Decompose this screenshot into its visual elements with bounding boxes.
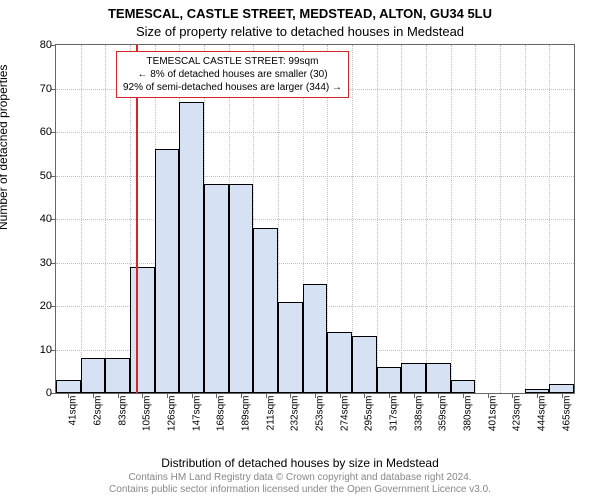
xtick-label: 465sqm [561, 396, 572, 432]
ytick-label: 70 [24, 83, 52, 95]
histogram-bar [229, 184, 254, 393]
xtick-label: 274sqm [339, 396, 350, 432]
footer-line2: Contains public sector information licen… [0, 484, 600, 496]
histogram-bar [278, 302, 303, 393]
ytick-label: 80 [24, 39, 52, 51]
xtick-label: 338sqm [413, 396, 424, 432]
histogram-bar [352, 336, 377, 393]
annotation-line3: 92% of semi-detached houses are larger (… [123, 81, 342, 94]
xtick-label: 62sqm [93, 396, 104, 426]
histogram-bar [253, 228, 278, 393]
histogram-bar [303, 284, 328, 393]
gridline-v [500, 45, 501, 393]
gridline-v [105, 45, 106, 393]
y-axis-label: Number of detached properties [0, 65, 10, 230]
footer-attribution: Contains HM Land Registry data © Crown c… [0, 472, 600, 496]
histogram-bar [56, 380, 81, 393]
xtick-label: 147sqm [191, 396, 202, 432]
histogram-bar [327, 332, 352, 393]
xtick-label: 295sqm [364, 396, 375, 432]
xtick-label: 253sqm [315, 396, 326, 432]
xtick-label: 380sqm [463, 396, 474, 432]
xtick-label: 105sqm [142, 396, 153, 432]
gridline-v [377, 45, 378, 393]
footer-line1: Contains HM Land Registry data © Crown c… [0, 472, 600, 484]
histogram-bar [204, 184, 229, 393]
gridline-v [549, 45, 550, 393]
xtick-label: 189sqm [241, 396, 252, 432]
xtick-label: 211sqm [265, 396, 276, 431]
xtick-label: 232sqm [290, 396, 301, 432]
annotation-line2: ← 8% of detached houses are smaller (30) [123, 68, 342, 81]
gridline-v [451, 45, 452, 393]
gridline-h [56, 219, 574, 220]
histogram-bar [81, 358, 106, 393]
xtick-label: 359sqm [438, 396, 449, 432]
histogram-bar [549, 384, 574, 393]
gridline-v [81, 45, 82, 393]
xtick-label: 41sqm [68, 396, 79, 426]
histogram-bar [451, 380, 476, 393]
histogram-bar [179, 102, 204, 393]
histogram-bar [155, 149, 180, 393]
chart-container: TEMESCAL, CASTLE STREET, MEDSTEAD, ALTON… [0, 0, 600, 500]
gridline-h [56, 176, 574, 177]
ytick-label: 40 [24, 213, 52, 225]
xtick-label: 317sqm [389, 396, 400, 432]
plot-area: 0102030405060708041sqm62sqm83sqm105sqm12… [55, 44, 575, 394]
histogram-bar [377, 367, 402, 393]
x-axis-label: Distribution of detached houses by size … [0, 456, 600, 470]
histogram-bar [105, 358, 130, 393]
xtick-label: 126sqm [167, 396, 178, 432]
gridline-h [56, 263, 574, 264]
ytick-label: 60 [24, 126, 52, 138]
ytick-label: 30 [24, 257, 52, 269]
ytick-label: 20 [24, 300, 52, 312]
marker-annotation: TEMESCAL CASTLE STREET: 99sqm ← 8% of de… [116, 51, 349, 98]
ytick-label: 50 [24, 170, 52, 182]
annotation-line1: TEMESCAL CASTLE STREET: 99sqm [123, 55, 342, 68]
gridline-v [525, 45, 526, 393]
ytick-label: 10 [24, 344, 52, 356]
ytick-label: 0 [24, 387, 52, 399]
gridline-v [401, 45, 402, 393]
gridline-v [475, 45, 476, 393]
chart-title-line2: Size of property relative to detached ho… [0, 24, 600, 39]
xtick-label: 168sqm [216, 396, 227, 432]
gridline-h [56, 132, 574, 133]
xtick-label: 401sqm [487, 396, 498, 432]
histogram-bar [130, 267, 155, 393]
histogram-bar [426, 363, 451, 393]
chart-title-line1: TEMESCAL, CASTLE STREET, MEDSTEAD, ALTON… [0, 6, 600, 21]
xtick-label: 423sqm [512, 396, 523, 432]
xtick-label: 444sqm [537, 396, 548, 432]
xtick-label: 83sqm [117, 396, 128, 426]
gridline-v [426, 45, 427, 393]
histogram-bar [401, 363, 426, 393]
